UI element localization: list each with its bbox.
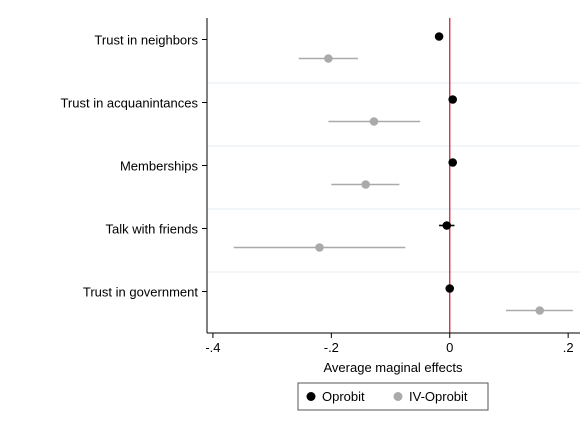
x-axis-title: Average maginal effects (324, 360, 463, 375)
grid-layer (207, 82, 580, 273)
y-category-label-trust-in-government: Trust in government (83, 285, 199, 300)
point-estimate-oprobit (434, 32, 444, 41)
point-estimate-oprobit (442, 221, 452, 230)
x-tick-label: -.4 (205, 340, 220, 355)
chart-background (6, 6, 580, 419)
legend-marker-iv-oprobit (393, 392, 403, 401)
point-estimate-iv-oprobit (361, 180, 370, 189)
legend-label-oprobit: Oprobit (322, 389, 365, 404)
x-tick-label: .2 (563, 340, 574, 355)
legend-label-iv-oprobit: IV-Oprobit (409, 389, 468, 404)
x-tick-label: 0 (446, 340, 453, 355)
legend: Oprobit IV-Oprobit (297, 382, 489, 411)
y-category-label-memberships: Memberships (120, 159, 199, 174)
legend-box (297, 382, 489, 411)
point-estimate-oprobit (448, 95, 458, 104)
x-tick-label: -.2 (324, 340, 339, 355)
marks-layer (233, 32, 573, 315)
point-estimate-iv-oprobit (324, 54, 333, 63)
point-estimate-iv-oprobit (315, 243, 324, 252)
legend-marker-oprobit (306, 392, 316, 401)
series-iv-oprobit (233, 54, 573, 315)
point-estimate-iv-oprobit (369, 117, 379, 126)
y-category-label-trust-in-neighbors: Trust in neighbors (94, 33, 198, 48)
y-category-label-talk-with-friends: Talk with friends (106, 222, 199, 237)
y-category-label-trust-in-acquanintances: Trust in acquanintances (60, 96, 198, 111)
point-estimate-iv-oprobit (535, 306, 545, 315)
point-estimate-oprobit (445, 284, 455, 293)
axis-layer: -.4 -.2 0 .2 Trust in neighbors Trust in acqu… (60, 18, 580, 355)
series-oprobit (434, 32, 458, 293)
point-estimate-oprobit (448, 158, 458, 167)
